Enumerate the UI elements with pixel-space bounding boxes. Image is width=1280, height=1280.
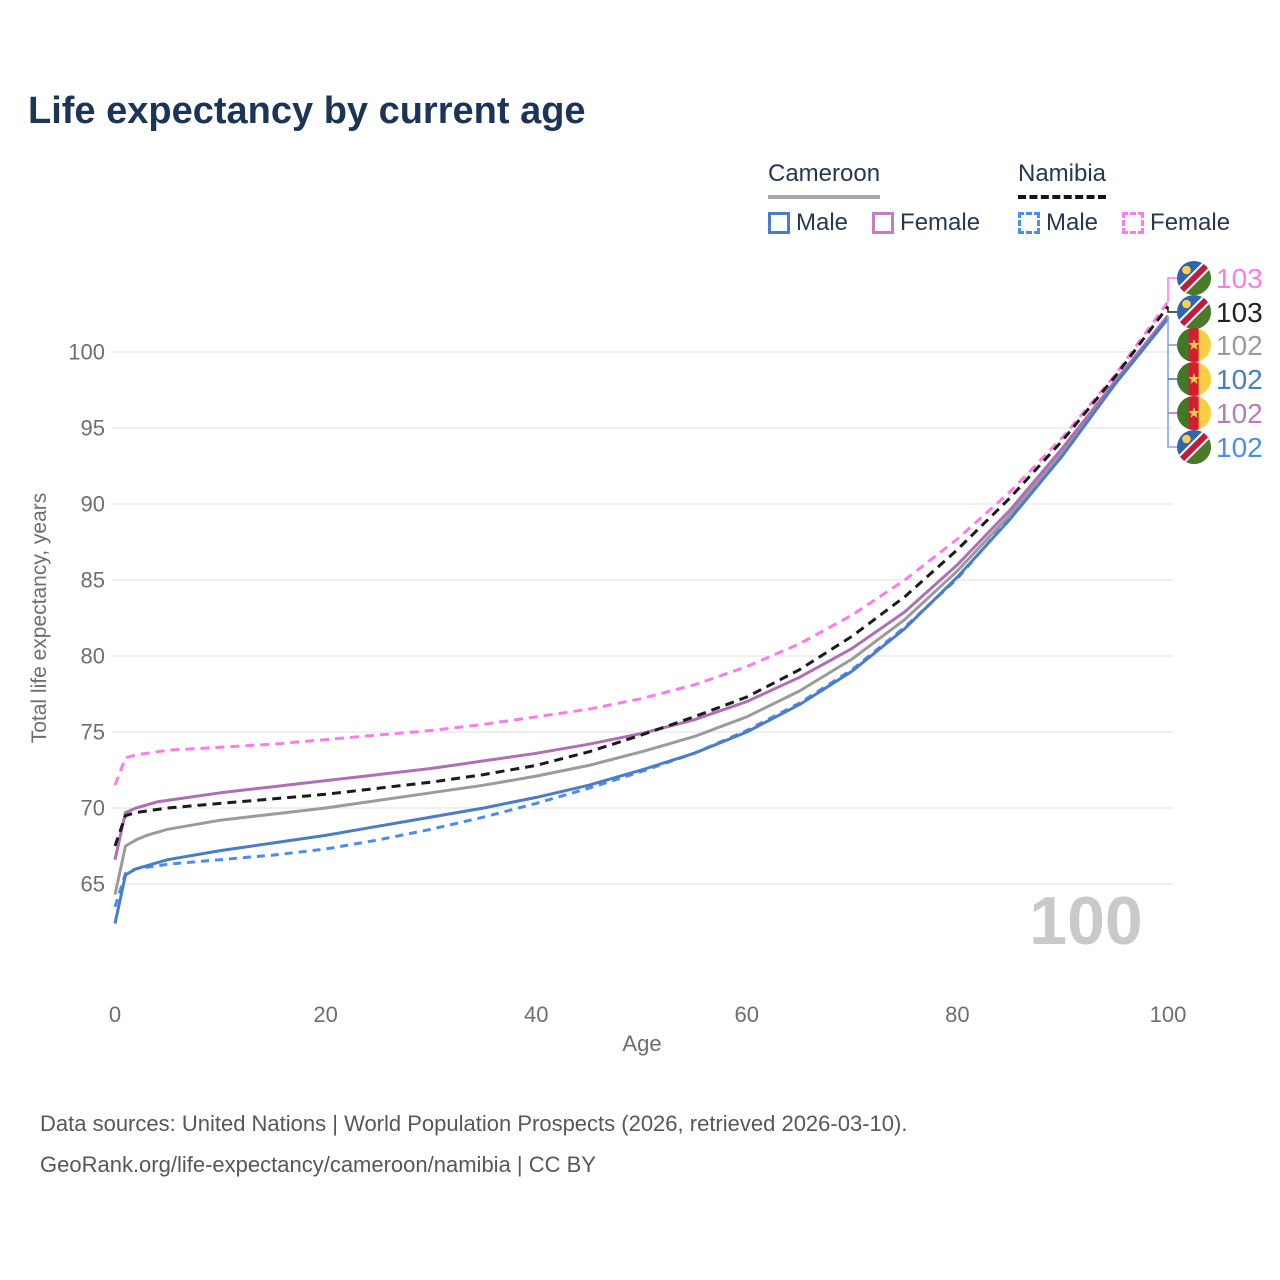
cameroon-flag-icon bbox=[1177, 362, 1211, 396]
namibia-flag-icon bbox=[1177, 261, 1211, 295]
cameroon-female-swatch-icon bbox=[872, 212, 895, 234]
x-axis-title: Age bbox=[622, 1031, 661, 1056]
data-source-text: Data sources: United Nations | World Pop… bbox=[40, 1111, 908, 1136]
age-watermark: 100 bbox=[1029, 883, 1142, 959]
y-tick-label: 70 bbox=[81, 796, 105, 821]
attribution-link-text[interactable]: GeoRank.org/life-expectancy/cameroon/nam… bbox=[40, 1152, 596, 1177]
gridlines: 65 70 75 80 85 90 95 100 bbox=[68, 340, 1173, 897]
footer: Data sources: United Nations | World Pop… bbox=[40, 1103, 907, 1185]
y-axis-title: Total life expectancy, years bbox=[28, 493, 51, 744]
series-line-cameroon bbox=[113, 316, 1170, 895]
y-tick-label: 95 bbox=[81, 416, 105, 441]
end-value-label: 102 bbox=[1216, 432, 1263, 463]
legend-item-cameroon-female[interactable]: Female bbox=[872, 209, 980, 237]
cameroon-male-swatch-icon bbox=[768, 212, 790, 234]
legend-item-cameroon-male[interactable]: Male bbox=[768, 209, 848, 237]
legend-label: Female bbox=[900, 209, 981, 236]
series-line-namibia-male bbox=[113, 316, 1170, 908]
legend-item-namibia-male[interactable]: Male bbox=[1018, 209, 1098, 237]
y-tick-label: 85 bbox=[81, 568, 105, 593]
series-lines bbox=[113, 300, 1170, 924]
namibia-female-swatch-icon bbox=[1122, 212, 1145, 234]
series-line-cameroon-male bbox=[113, 317, 1170, 924]
y-tick-label: 75 bbox=[81, 720, 105, 745]
end-value-label: 102 bbox=[1216, 364, 1263, 395]
x-tick-label: 40 bbox=[524, 1002, 548, 1027]
legend-header-cameroon[interactable]: Cameroon bbox=[768, 160, 881, 199]
callout-connectors bbox=[1167, 277, 1177, 448]
x-tick-label: 60 bbox=[735, 1002, 759, 1027]
legend-label: Male bbox=[1046, 209, 1099, 236]
namibia-male-swatch-icon bbox=[1018, 212, 1040, 234]
namibia-flag-icon bbox=[1177, 430, 1211, 464]
y-tick-label: 65 bbox=[81, 872, 105, 897]
y-tick-label: 100 bbox=[68, 340, 105, 365]
end-value-label: 102 bbox=[1216, 398, 1263, 429]
series-line-cameroon-female bbox=[113, 314, 1170, 861]
legend-group-namibia: Namibia Male Female bbox=[1018, 160, 1230, 237]
end-value-label: 103 bbox=[1216, 297, 1263, 328]
legend-item-namibia-female[interactable]: Female bbox=[1122, 209, 1230, 237]
page-title: Life expectancy by current age bbox=[28, 90, 586, 132]
cameroon-flag-icon bbox=[1177, 328, 1211, 362]
axes: 0 20 40 60 80 100 Age Total life expectancy, ye… bbox=[28, 493, 1186, 1056]
legend-group-cameroon: Cameroon Male Female bbox=[768, 160, 980, 237]
line-chart-canvas[interactable]: 65 70 75 80 85 90 95 100 0 20 40 60 80 100 Age Total li… bbox=[0, 240, 1280, 1070]
x-tick-label: 0 bbox=[109, 1002, 121, 1027]
y-tick-label: 80 bbox=[81, 644, 105, 669]
legend-label: Male bbox=[796, 209, 849, 236]
x-tick-label: 80 bbox=[945, 1002, 969, 1027]
y-tick-label: 90 bbox=[81, 492, 105, 517]
x-tick-label: 100 bbox=[1150, 1002, 1187, 1027]
end-value-label: 102 bbox=[1216, 330, 1263, 361]
cameroon-flag-icon bbox=[1177, 396, 1211, 430]
series-line-namibia-female bbox=[113, 300, 1170, 786]
legend-label: Female bbox=[1150, 209, 1231, 236]
legend-header-namibia[interactable]: Namibia bbox=[1018, 160, 1107, 199]
series-line-namibia bbox=[113, 305, 1170, 847]
end-value-label: 103 bbox=[1216, 263, 1263, 294]
x-tick-label: 20 bbox=[313, 1002, 337, 1027]
namibia-flag-icon bbox=[1177, 295, 1211, 329]
